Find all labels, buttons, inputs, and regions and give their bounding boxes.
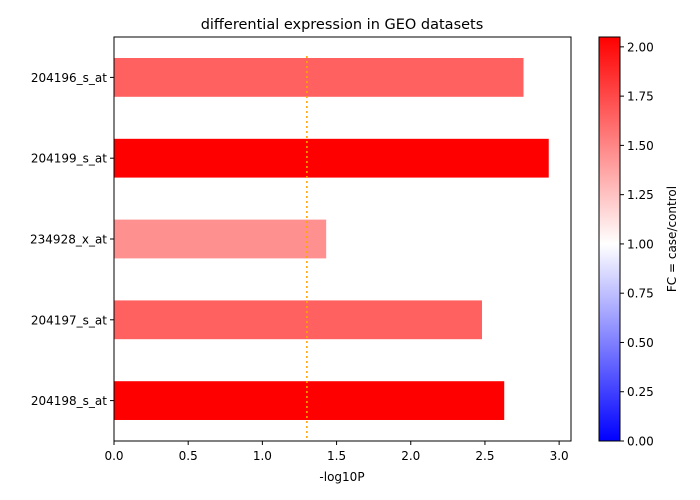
x-tick-label: 2.5 [475, 449, 494, 463]
colorbar-tick-label: 1.50 [627, 139, 654, 153]
colorbar-tick-label: 0.50 [627, 336, 654, 350]
x-tick-label: 3.0 [550, 449, 569, 463]
x-axis-label: -log10P [319, 470, 364, 484]
y-tick-label: 204197_s_at [31, 313, 107, 327]
colorbar-tick-label: 0.00 [627, 435, 654, 449]
y-tick-label: 204198_s_at [31, 394, 107, 408]
colorbar-tick-label: 1.00 [627, 237, 654, 251]
y-tick-label: 204196_s_at [31, 71, 107, 85]
colorbar-tick-label: 2.00 [627, 40, 654, 54]
colorbar: 0.00 0.25 0.50 0.75 1.00 1.25 1.50 1.75 2.00 FC … [598, 36, 679, 449]
colorbar-tick-label: 0.75 [627, 287, 654, 301]
x-tick-label: 2.0 [401, 449, 420, 463]
chart-title: differential expression in GEO datasets [201, 17, 484, 33]
bar-204199_s_at [114, 138, 549, 178]
bar-204198_s_at [114, 381, 505, 420]
colorbar-label: FC = case/control [665, 186, 679, 292]
x-tick-label: 1.5 [327, 449, 346, 463]
y-tick-label: 204199_s_at [31, 152, 107, 166]
y-tick-label: 234928_x_at [30, 233, 107, 247]
x-tick-label: 1.0 [253, 449, 272, 463]
colorbar-tick-label: 1.25 [627, 188, 654, 202]
bar-204196_s_at [114, 58, 524, 97]
bar-204197_s_at [114, 300, 482, 340]
colorbar-gradient [598, 36, 621, 442]
plot-area: 204196_s_at 204199_s_at 234928_x_at 204197_… [30, 36, 572, 463]
bar-234928_x_at [114, 219, 327, 259]
x-tick-label: 0.0 [104, 449, 123, 463]
colorbar-tick-label: 1.75 [627, 90, 654, 104]
x-tick-label: 0.5 [179, 449, 198, 463]
colorbar-tick-label: 0.25 [627, 385, 654, 399]
